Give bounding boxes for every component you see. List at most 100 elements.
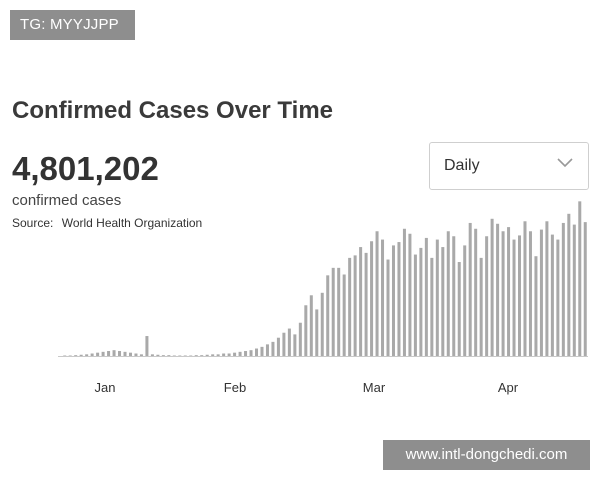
x-tick-label: Apr	[498, 380, 519, 395]
chart-bar	[523, 221, 527, 356]
chart-bar	[326, 275, 330, 356]
chart-bar	[402, 228, 406, 356]
chart-bar	[501, 231, 505, 356]
chart-bar	[222, 353, 226, 356]
chart-bar	[90, 353, 94, 356]
chart-bar	[539, 229, 543, 356]
chart-bar	[424, 237, 428, 356]
chart-bar	[63, 355, 67, 356]
chart-bar	[139, 354, 143, 356]
chart-bar	[457, 262, 461, 356]
chart-bar	[337, 267, 341, 356]
chart-bar	[282, 332, 286, 356]
chart-bar	[381, 239, 385, 356]
chart-bar	[375, 231, 379, 356]
chart-bar	[342, 274, 346, 356]
chart-bar	[474, 228, 478, 356]
tg-badge: TG: MYYJJPP	[10, 10, 135, 40]
chart-bar	[249, 350, 253, 356]
chart-bar	[512, 239, 516, 356]
chart-bar	[572, 224, 576, 356]
chart-bar	[194, 355, 198, 356]
chart-bar	[68, 355, 72, 356]
chart-bar	[309, 295, 313, 356]
chart-bar	[128, 352, 132, 356]
source-label: Source:	[12, 216, 54, 230]
watermark: www.intl-dongchedi.com	[383, 440, 590, 470]
chart-bar	[364, 252, 368, 356]
chart-bar	[205, 354, 209, 356]
chart-bar	[216, 354, 220, 356]
chart-bar	[518, 235, 522, 356]
chart-bar	[167, 355, 171, 356]
chart-bar	[468, 222, 472, 356]
chart-bar	[550, 234, 554, 356]
chart-bar	[107, 351, 111, 356]
chart-bar	[238, 351, 242, 356]
chart-bar	[271, 341, 275, 356]
x-tick-label: Jan	[95, 380, 116, 395]
chart-bar	[211, 354, 215, 356]
chart-bar	[353, 255, 357, 356]
chart-bar	[397, 242, 401, 356]
source-name: World Health Organization	[61, 216, 203, 230]
chart-bar	[227, 353, 231, 356]
chevron-down-icon	[557, 158, 573, 168]
period-select-value: Daily	[444, 157, 480, 174]
chart-bar	[545, 221, 549, 356]
chart-bar	[435, 239, 439, 356]
chart-bar	[463, 245, 467, 356]
chart-bar	[178, 355, 182, 356]
chart-bar	[452, 236, 456, 356]
chart-bar	[150, 354, 154, 356]
chart-bar	[391, 245, 395, 356]
chart-bar	[161, 355, 165, 356]
chart-bar	[134, 353, 138, 356]
chart-bar	[304, 305, 308, 356]
chart-bar	[145, 336, 149, 356]
chart-bar	[183, 355, 187, 356]
chart-bar	[430, 257, 434, 356]
chart-bar	[561, 222, 565, 356]
source-line: Source: World Health Organization	[12, 216, 202, 230]
chart-bar	[485, 236, 489, 356]
total-label: confirmed cases	[12, 192, 122, 209]
chart-bar	[567, 213, 571, 356]
chart-bar	[578, 201, 582, 356]
chart-bar	[255, 348, 259, 356]
chart-bar	[446, 231, 450, 356]
chart-bar	[441, 247, 445, 356]
chart-title: Confirmed Cases Over Time	[12, 97, 334, 124]
chart-bar	[331, 267, 335, 356]
chart-bar	[123, 351, 127, 356]
chart-bar	[370, 241, 374, 356]
total-cases: 4,801,202	[12, 150, 159, 187]
chart-bar	[112, 350, 116, 356]
chart-bar	[96, 352, 100, 356]
chart-bar	[233, 352, 237, 356]
chart-bar	[386, 259, 390, 356]
chart-bar	[298, 322, 302, 356]
period-select[interactable]: Daily	[429, 142, 589, 190]
chart-bar	[419, 247, 423, 356]
chart-bar	[534, 256, 538, 356]
chart-bar	[348, 257, 352, 356]
chart-bar	[359, 247, 363, 356]
chart-bar	[200, 355, 204, 356]
x-tick-label: Mar	[363, 380, 386, 395]
chart-bar	[189, 355, 193, 356]
chart-bar	[583, 222, 587, 356]
chart-bar	[315, 309, 319, 356]
chart-bar	[85, 354, 89, 356]
chart-bar	[79, 354, 83, 356]
chart-bar	[156, 354, 160, 356]
chart-bar	[287, 328, 291, 356]
chart-bar	[413, 254, 417, 356]
x-tick-label: Feb	[224, 380, 246, 395]
chart-bar	[556, 239, 560, 356]
chart-bar	[118, 351, 122, 356]
chart-bar	[320, 292, 324, 356]
chart-bar	[276, 337, 280, 356]
chart-bar	[293, 334, 297, 356]
chart-bar	[408, 233, 412, 356]
